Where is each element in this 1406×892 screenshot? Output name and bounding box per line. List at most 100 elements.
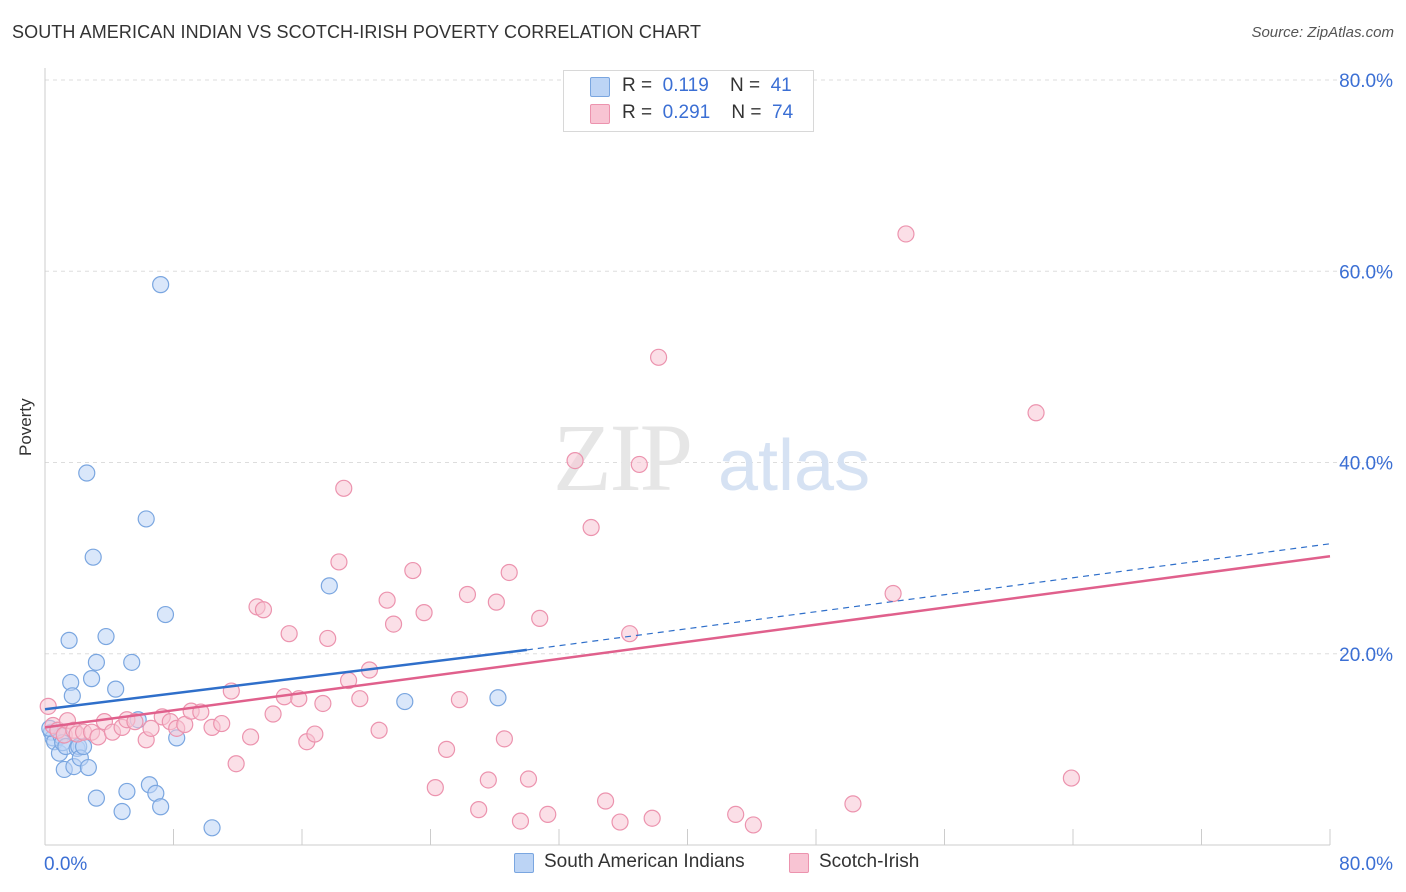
data-point	[39, 697, 57, 715]
data-point	[107, 680, 125, 698]
data-point	[156, 605, 175, 624]
legend-n-label: N =	[729, 75, 761, 96]
data-point	[254, 601, 273, 619]
data-point	[63, 687, 81, 705]
data-point	[404, 561, 422, 580]
data-point	[470, 801, 488, 819]
data-point	[306, 725, 324, 743]
data-point	[531, 609, 549, 627]
data-point	[152, 276, 170, 294]
data-point	[539, 805, 557, 824]
data-point	[495, 730, 513, 748]
data-point	[78, 464, 96, 482]
data-point	[314, 694, 332, 713]
data-point	[426, 779, 444, 797]
data-point	[1062, 769, 1080, 787]
data-point	[844, 795, 862, 813]
data-point	[643, 809, 661, 827]
data-point	[280, 625, 298, 643]
data-point	[727, 805, 745, 824]
series-south-american-indians	[41, 276, 507, 837]
data-point	[500, 563, 518, 582]
bottom-legend-swatch-blue	[514, 853, 534, 873]
data-point	[320, 577, 338, 595]
data-point	[649, 348, 668, 366]
legend-r-label: R =	[622, 75, 653, 96]
y-tick-label: 60.0%	[1339, 262, 1393, 283]
trend-line-south-american-indians	[44, 648, 528, 711]
source-label: Source: ZipAtlas.com	[1251, 24, 1394, 41]
data-point	[744, 816, 762, 834]
data-point	[79, 758, 97, 777]
data-point	[203, 819, 221, 837]
data-point	[566, 451, 584, 470]
y-tick-label: 20.0%	[1339, 645, 1393, 666]
bottom-legend-swatch-pink	[789, 853, 809, 873]
data-point	[142, 719, 160, 737]
data-point	[511, 812, 530, 830]
data-point	[351, 690, 369, 708]
data-point	[319, 629, 337, 648]
grid-lines	[45, 79, 1392, 655]
data-point	[489, 689, 507, 707]
data-point	[82, 670, 101, 688]
legend-r-value: 0.291	[662, 102, 711, 123]
legend-box: R = 0.119 N = 41 R = 0.291 N = 74	[563, 70, 814, 132]
x-tick-label: 0.0%	[44, 854, 87, 875]
data-point	[118, 782, 136, 801]
data-point	[87, 789, 106, 807]
chart-title: SOUTH AMERICAN INDIAN VS SCOTCH-IRISH PO…	[12, 22, 702, 42]
data-point	[630, 455, 648, 474]
data-point	[450, 691, 469, 709]
data-point	[213, 714, 231, 733]
data-point	[897, 225, 915, 243]
data-point	[126, 713, 144, 731]
data-point	[264, 705, 282, 723]
legend-n-label: N =	[731, 102, 762, 123]
data-point	[89, 728, 107, 746]
legend-swatch-pink	[590, 104, 610, 124]
legend-n-value: 41	[770, 75, 792, 96]
trend-line-scotch-irish	[44, 554, 1331, 729]
data-point	[60, 631, 78, 649]
y-tick-label: 80.0%	[1339, 71, 1393, 92]
data-point	[884, 584, 902, 603]
data-point	[378, 591, 396, 609]
legend-r-label: R =	[622, 102, 653, 123]
legend-n-value: 74	[772, 102, 794, 123]
data-point	[84, 548, 102, 566]
data-point	[330, 553, 348, 571]
legend-swatch-blue	[590, 77, 610, 97]
data-point	[458, 585, 477, 604]
data-point	[370, 721, 388, 739]
data-point	[596, 792, 615, 810]
trend-lines	[44, 543, 1331, 729]
data-point	[1027, 404, 1045, 422]
data-point	[137, 510, 155, 528]
axes	[44, 68, 1331, 846]
data-point	[123, 653, 141, 671]
trend-line-extension	[526, 543, 1331, 651]
data-point	[582, 518, 600, 537]
y-tick-label: 40.0%	[1339, 454, 1393, 475]
data-point	[396, 692, 414, 711]
data-point	[152, 798, 170, 816]
data-point	[87, 653, 106, 671]
data-point	[611, 813, 629, 831]
watermark-atlas: atlas	[718, 426, 870, 506]
x-tick-label: 80.0%	[1339, 854, 1393, 875]
data-point	[415, 604, 433, 622]
bottom-legend-label: South American Indians	[544, 851, 745, 872]
bottom-legend-label: Scotch-Irish	[819, 851, 920, 872]
legend-r-value: 0.119	[662, 75, 709, 96]
data-point	[487, 593, 505, 611]
data-point	[621, 625, 639, 643]
data-point	[384, 615, 403, 633]
data-point	[437, 740, 456, 758]
tick-labels: 20.0% 40.0% 60.0% 80.0% 0.0% 80.0%	[44, 71, 1393, 875]
series-scotch-irish	[39, 225, 1080, 834]
data-point	[113, 802, 131, 821]
data-point	[335, 479, 353, 497]
data-point	[227, 755, 245, 773]
